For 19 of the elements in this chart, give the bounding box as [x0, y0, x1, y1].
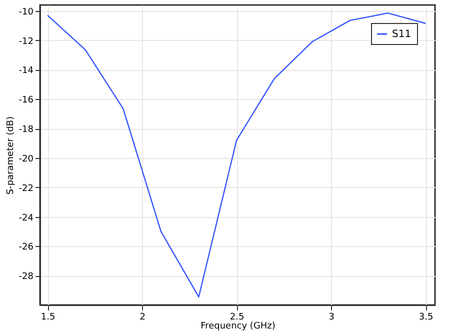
y-tick-label: -18	[18, 125, 34, 136]
y-tick-label: -14	[18, 66, 34, 76]
x-tick-label: 3.5	[418, 312, 434, 322]
y-tick-label: -28	[18, 272, 34, 282]
x-tick-label: 3	[328, 312, 334, 322]
y-tick-label: -24	[18, 213, 34, 224]
y-tick-label: -16	[18, 96, 34, 106]
x-axis-title: Frequency (GHz)	[200, 322, 276, 332]
y-tick-label: -10	[18, 7, 34, 18]
x-tick-label: 2	[140, 312, 146, 322]
y-tick-label: -26	[18, 242, 34, 253]
y-axis-title: S-parameter (dB)	[6, 116, 16, 195]
x-tick-label: 2.5	[230, 312, 244, 322]
y-tick-label: -12	[18, 36, 34, 47]
legend-label: S11	[392, 29, 412, 40]
line-series	[46, 12, 426, 298]
y-tick-label: -22	[18, 184, 34, 194]
y-tick-label: -20	[18, 154, 34, 164]
x-tick-label: 1.5	[40, 312, 56, 322]
